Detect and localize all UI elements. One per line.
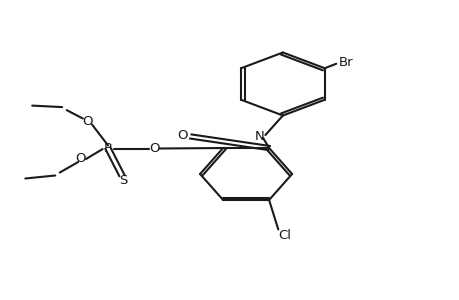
Text: O: O [75, 152, 85, 166]
Text: S: S [118, 173, 127, 187]
Text: N: N [254, 130, 264, 143]
Text: P: P [104, 142, 112, 155]
Text: O: O [82, 115, 92, 128]
Text: Br: Br [338, 56, 353, 69]
Text: O: O [149, 142, 159, 155]
Text: O: O [177, 129, 187, 142]
Text: Cl: Cl [278, 229, 291, 242]
